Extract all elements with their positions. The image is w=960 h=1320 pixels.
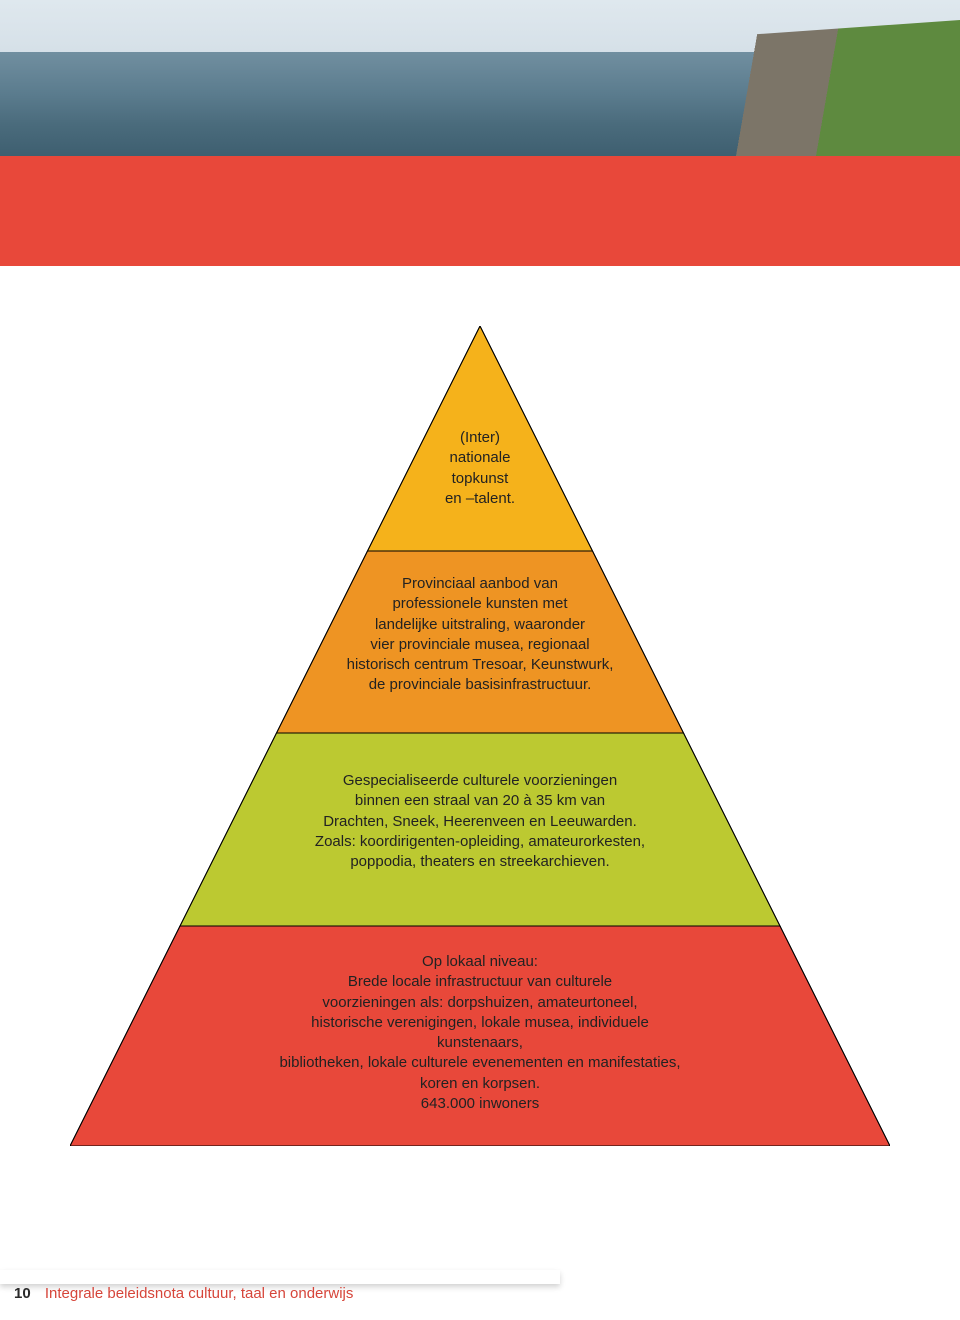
header-photo (0, 0, 960, 156)
footer-shadow-bar (0, 1270, 560, 1284)
dyke-strip (660, 20, 960, 156)
pyramid-tier4-footnote: 643.000 inwoners (421, 1094, 539, 1114)
page-number: 10 (14, 1285, 31, 1302)
pyramid-tier4-text: Op lokaal niveau:Brede locale infrastruc… (275, 952, 685, 1094)
red-header-bar (0, 156, 960, 266)
pyramid-diagram: (Inter)nationaletopkunsten –talent. Provi… (70, 326, 890, 1146)
pyramid-tier2-text: Provinciaal aanbod vanprofessionele kuns… (347, 574, 614, 696)
footer-line: 10 Integrale beleidsnota cultuur, taal e… (14, 1285, 353, 1302)
pyramid-tier3-text: Gespecialiseerde culturele voorzieningen… (315, 771, 645, 872)
footer-title: Integrale beleidsnota cultuur, taal en o… (45, 1285, 354, 1302)
pyramid-tier1-text: (Inter)nationaletopkunsten –talent. (445, 428, 515, 509)
